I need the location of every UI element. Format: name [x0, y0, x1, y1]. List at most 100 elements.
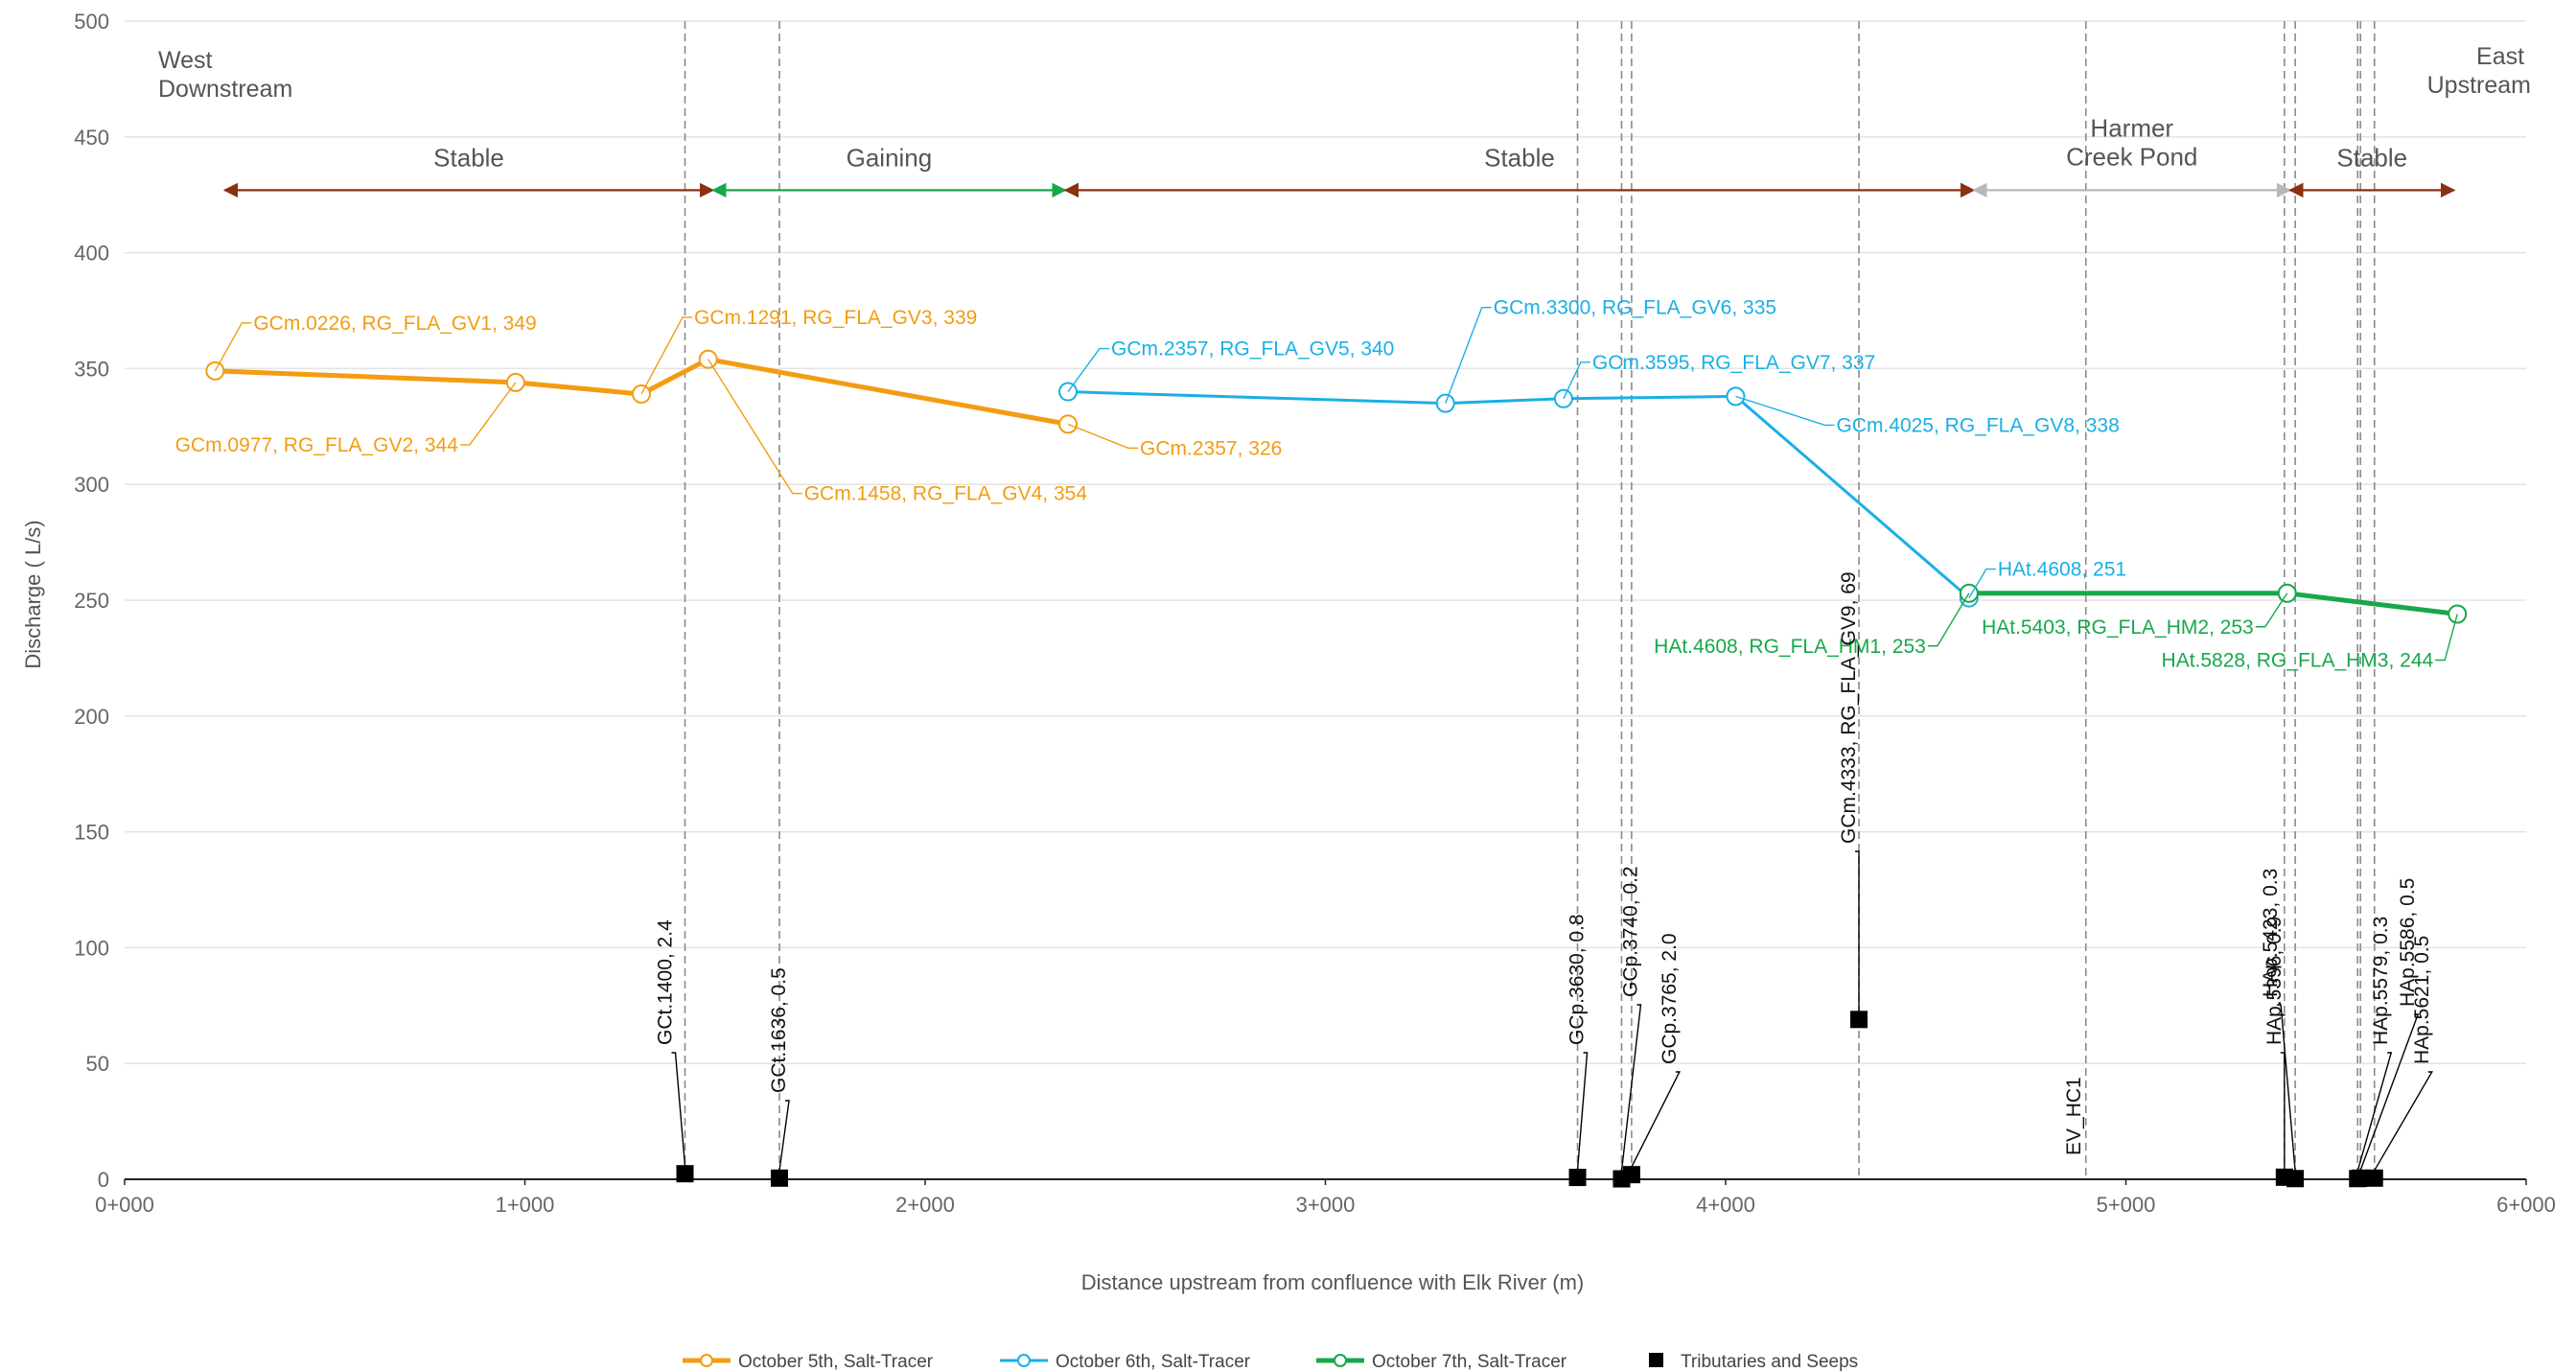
tributary-label: HAp.5586, 0.5 [2397, 878, 2419, 1007]
reach-label-line: Stable [2336, 143, 2407, 172]
tributary-label: GCt.1400, 2.4 [655, 919, 677, 1045]
tributary-marker [2286, 1170, 2305, 1188]
legend-label-tributaries: Tributaries and Seeps [1681, 1352, 1858, 1372]
reach-label: Stable [1484, 143, 1555, 172]
tributary-leader [2374, 1071, 2433, 1172]
x-tick-label: 5+000 [2097, 1193, 2156, 1217]
axes: 0 50 100 150 200 250 300 350 400 450 500 0+000 1+000… [74, 10, 2556, 1217]
data-label: HAt.5828, RG_FLA_HM3, 244 [2162, 649, 2434, 671]
tributary-marker [1568, 1169, 1587, 1187]
reach-annotations: Stable Gaining Stable Harmer Creek Pond Stabl… [222, 113, 2456, 198]
data-label: GCm.1291, RG_FLA_GV3, 339 [694, 307, 977, 329]
data-label: GCm.0226, RG_FLA_GV1, 349 [253, 313, 536, 335]
y-tick-label: 250 [74, 589, 109, 613]
tributary-label: GCp.3765, 2.0 [1659, 933, 1681, 1064]
y-tick-label: 400 [74, 242, 109, 266]
y-axis-label: Discharge ( L/s) [21, 520, 45, 668]
y-tick-label: 0 [98, 1168, 109, 1192]
reach-label-line: Harmer [2090, 113, 2173, 142]
x-tick-label: 0+000 [95, 1193, 154, 1217]
tributary-leader [2356, 1052, 2393, 1172]
data-label: GCm.4025, RG_FLA_GV8, 338 [1836, 414, 2119, 436]
series-lines [205, 349, 2468, 624]
data-label: GCm.0977, RG_FLA_GV2, 344 [175, 434, 459, 456]
y-tick-label: 350 [74, 357, 109, 381]
legend-label-oct7: October 7th, Salt-Tracer [1372, 1352, 1567, 1372]
x-tick-label: 1+000 [496, 1193, 555, 1217]
tributary-marker [2352, 1169, 2370, 1187]
y-tick-label: 100 [74, 936, 109, 960]
y-tick-label: 500 [74, 10, 109, 34]
y-tick-label: 50 [86, 1052, 109, 1076]
reach-label: Stable [2336, 143, 2407, 172]
tributary-label: HAp.5423, 0.3 [2260, 869, 2282, 997]
tributary-leader [1631, 1071, 1682, 1168]
reach-label: Stable [433, 143, 504, 172]
data-label: GCm.2357, RG_FLA_GV5, 340 [1111, 338, 1394, 360]
y-tick-label: 450 [74, 126, 109, 150]
tributary-leader [2280, 1052, 2286, 1170]
leader-line [1067, 347, 1110, 392]
y-tick-label: 200 [74, 705, 109, 729]
data-label: HAt.4608, RG_FLA_HM1, 253 [1654, 636, 1926, 658]
tributary-marker [2365, 1169, 2383, 1187]
data-labels: GCm.0226, RG_FLA_GV1, 349 GCm.0977, RG_FL… [175, 297, 2458, 671]
data-label: GCm.3595, RG_FLA_GV7, 337 [1592, 352, 1875, 374]
tributary-marker [771, 1169, 789, 1187]
x-tick-label: 4+000 [1696, 1193, 1755, 1217]
tributary-marker [676, 1165, 694, 1183]
tributary-marker [1850, 1011, 1868, 1029]
west-label: West Downstream [158, 47, 292, 103]
leader-line [1563, 361, 1590, 400]
x-tick-label: 6+000 [2496, 1193, 2556, 1217]
legend-item-tributaries: Tributaries and Seeps [1649, 1352, 1858, 1372]
tributary-leader [671, 1052, 686, 1167]
tributary-label: GCp.3740, 0.2 [1619, 866, 1641, 997]
grid-lines [125, 20, 2526, 1064]
leader-line [2255, 593, 2288, 628]
east-label-line2: Upstream [2427, 72, 2531, 99]
tributary-leader [1620, 1004, 1642, 1172]
reach-label-line: Stable [433, 143, 504, 172]
tributary-leader [2277, 1004, 2296, 1172]
leader-line [1445, 306, 1492, 404]
tributary-leader [1576, 1052, 1589, 1171]
y-tick-label: 300 [74, 473, 109, 497]
legend-item-oct7: October 7th, Salt-Tracer [1316, 1352, 1567, 1372]
data-label: HAt.5403, RG_FLA_HM2, 253 [1982, 616, 2254, 639]
reach-label: Harmer Creek Pond [2066, 113, 2197, 171]
legend-label-oct5: October 5th, Salt-Tracer [738, 1352, 934, 1372]
leader-line [1735, 395, 1835, 427]
tributary-label: GCm.4333, RG_FLA_GV9, 69 [1838, 571, 1860, 844]
legend: October 5th, Salt-Tracer October 6th, Sa… [683, 1352, 1858, 1372]
legend-item-oct6: October 6th, Salt-Tracer [1000, 1352, 1251, 1372]
data-label: HAt.4608, 251 [1998, 559, 2126, 581]
reach-label: Gaining [847, 143, 933, 172]
tributary-marker [1622, 1166, 1640, 1184]
legend-label-oct6: October 6th, Salt-Tracer [1056, 1352, 1251, 1372]
east-label: East Upstream [2427, 43, 2531, 99]
x-tick-label: 3+000 [1296, 1193, 1356, 1217]
leader-line [1927, 593, 1970, 647]
west-label-line2: Downstream [158, 76, 292, 103]
east-label-line1: East [2476, 43, 2524, 70]
leader-line [708, 359, 802, 495]
leader-line [1067, 423, 1139, 450]
data-label: GCm.1458, RG_FLA_GV4, 354 [804, 483, 1088, 505]
tributary-markers: GCt.1400, 2.4 GCt.1636, 0.5 GCp.3630, 0.8 G… [655, 571, 2433, 1188]
series-line [1068, 390, 1970, 599]
tributary-leader [2359, 1013, 2420, 1172]
leader-line [459, 382, 517, 446]
reach-label-line: Stable [1484, 143, 1555, 172]
data-label: GCm.2357, 326 [1140, 437, 1282, 459]
data-label: GCm.3300, RG_FLA_GV6, 335 [1494, 297, 1776, 319]
tributary-leader [1855, 850, 1860, 1012]
x-axis-label: Distance upstream from confluence with E… [1081, 1270, 1585, 1294]
tributary-label: HAp.5621, 0.5 [2411, 936, 2433, 1064]
tributary-label: GCp.3630, 0.8 [1566, 914, 1589, 1045]
reach-label-line: Creek Pond [2066, 142, 2197, 171]
leader-line [2435, 614, 2458, 662]
x-tick-label: 2+000 [895, 1193, 955, 1217]
tributary-label: HAp.5396, 0.9 [2263, 917, 2286, 1045]
